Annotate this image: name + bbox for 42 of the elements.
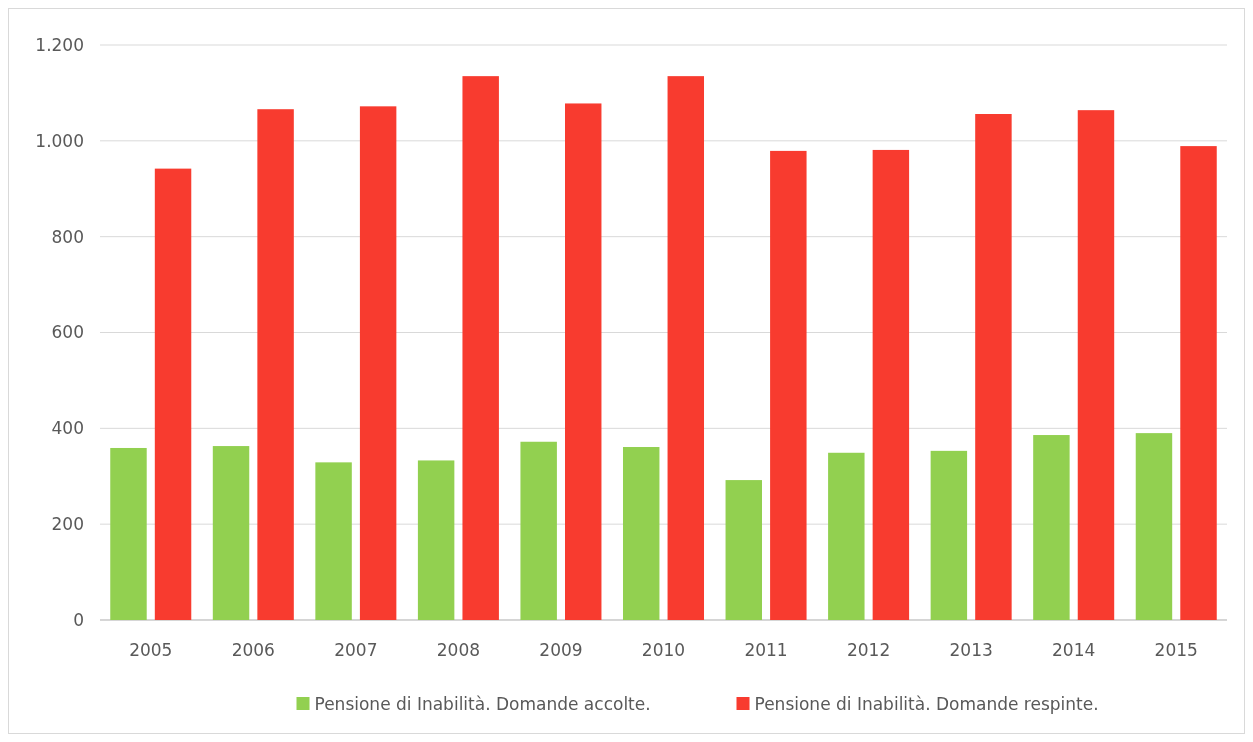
y-tick-label: 1.200 (35, 34, 84, 55)
y-tick-label: 400 (51, 418, 84, 439)
x-tick-label: 2007 (334, 640, 378, 660)
bar (1180, 146, 1217, 620)
bar (359, 106, 397, 620)
bar (930, 450, 968, 620)
bar (110, 447, 147, 620)
bar (417, 460, 455, 620)
bar (154, 168, 192, 620)
bar (1077, 110, 1115, 620)
x-tick-label: 2012 (846, 640, 891, 660)
bar (315, 462, 352, 620)
x-tick-label: 2005 (129, 640, 173, 660)
bar (1033, 435, 1070, 620)
y-tick-label: 200 (51, 514, 84, 535)
x-tick-label: 2010 (641, 640, 686, 660)
x-tick-label: 2015 (1154, 640, 1198, 660)
y-tick-label: 0 (73, 609, 84, 630)
bar (520, 441, 557, 620)
bar (667, 76, 705, 620)
y-tick-label: 800 (51, 226, 84, 247)
x-tick-label: 2013 (949, 640, 993, 660)
legend-label: Pensione di Inabilità. Domande accolte. (314, 693, 651, 714)
bar (257, 109, 294, 620)
bar (770, 150, 807, 620)
bar (622, 447, 660, 620)
bar (725, 480, 762, 620)
bar (462, 76, 499, 620)
y-tick-label: 600 (51, 322, 84, 343)
x-tick-label: 2014 (1052, 640, 1096, 660)
bar (828, 452, 865, 620)
bar (1135, 433, 1173, 620)
legend-label: Pensione di Inabilità. Domande respinte. (754, 693, 1099, 714)
bar (872, 149, 910, 620)
bar (975, 114, 1012, 620)
y-tick-label: 1.000 (35, 130, 84, 151)
bar (565, 103, 602, 620)
x-tick-label: 2011 (744, 640, 788, 660)
bar (212, 446, 250, 620)
x-tick-label: 2009 (539, 640, 583, 660)
x-tick-label: 2008 (436, 640, 481, 660)
x-tick-label: 2006 (231, 640, 275, 660)
